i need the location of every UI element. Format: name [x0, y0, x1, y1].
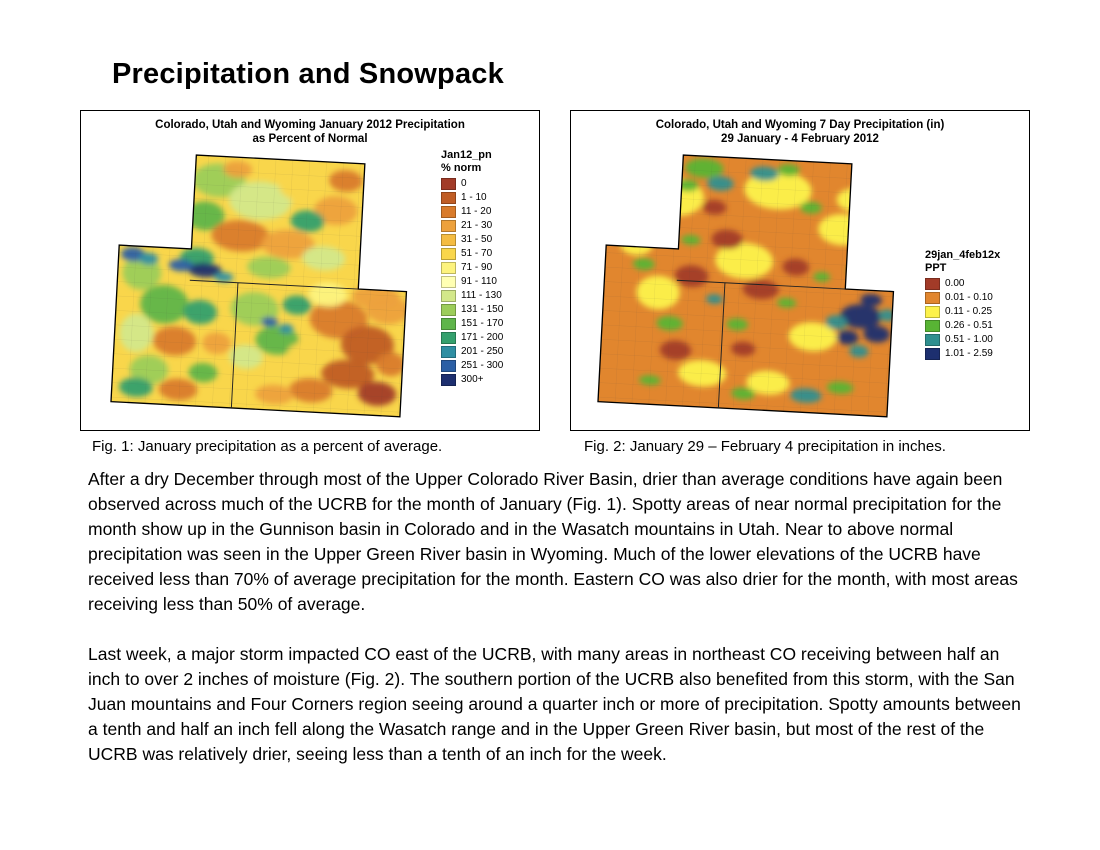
legend-swatch: [925, 319, 940, 332]
figure-2-map: [597, 150, 901, 418]
legend-row: 251 - 300: [441, 359, 533, 372]
figure-1-title: Colorado, Utah and Wyoming January 2012 …: [87, 118, 533, 147]
figure-2-legend-items: 0.00 0.01 - 0.10 0.11 - 0.25 0.26 - 0.51 0.5…: [925, 277, 1023, 360]
legend-label: 0.01 - 0.10: [945, 292, 993, 304]
legend-row: 21 - 30: [441, 219, 533, 232]
legend-swatch: [925, 347, 940, 360]
body-paragraph-1: After a dry December through most of the…: [88, 469, 1018, 614]
legend-swatch: [925, 305, 940, 318]
page-title: Precipitation and Snowpack: [112, 58, 504, 90]
legend-swatch: [441, 373, 456, 386]
figure-2-title: Colorado, Utah and Wyoming 7 Day Precipi…: [577, 118, 1023, 147]
legend-row: 0: [441, 177, 533, 190]
legend-row: 71 - 90: [441, 261, 533, 274]
figure-2: Colorado, Utah and Wyoming 7 Day Precipi…: [570, 110, 1030, 431]
legend-swatch: [441, 219, 456, 232]
legend-swatch: [441, 261, 456, 274]
figure-1-title-line2: as Percent of Normal: [252, 133, 368, 146]
legend-swatch: [441, 331, 456, 344]
legend-label: 171 - 200: [461, 332, 504, 344]
legend-label: 71 - 90: [461, 262, 493, 274]
figure-1-caption: Fig. 1: January precipitation as a perce…: [92, 438, 443, 455]
figure-2-legend: 29jan_4feb12x PPT 0.00 0.01 - 0.10 0.11 - …: [925, 249, 1023, 362]
legend-swatch: [441, 289, 456, 302]
legend-label: 21 - 30: [461, 220, 493, 232]
figure-1-legend: Jan12_pn % norm 0 1 - 10 11 - 20 21 - 30 31 …: [441, 149, 533, 388]
legend-label: 0: [461, 178, 467, 190]
legend-swatch: [441, 345, 456, 358]
legend-label: 0.11 - 0.25: [945, 306, 993, 318]
legend-row: 0.01 - 0.10: [925, 291, 1023, 304]
legend-label: 0.26 - 0.51: [945, 320, 993, 332]
legend-swatch: [441, 205, 456, 218]
figure-1-legend-items: 0 1 - 10 11 - 20 21 - 30 31 - 50 51 - 70 71 - …: [441, 177, 533, 386]
legend-label: 251 - 300: [461, 360, 504, 372]
legend-row: 131 - 150: [441, 303, 533, 316]
legend-label: 151 - 170: [461, 318, 504, 330]
legend-swatch: [441, 275, 456, 288]
legend-swatch: [925, 333, 940, 346]
legend-row: 31 - 50: [441, 233, 533, 246]
legend-swatch: [925, 277, 940, 290]
legend-row: 111 - 130: [441, 289, 533, 302]
legend-row: 0.26 - 0.51: [925, 319, 1023, 332]
legend-swatch: [441, 233, 456, 246]
figure-1-map: [110, 150, 414, 418]
legend-label: 0.51 - 1.00: [945, 334, 993, 346]
legend-row: 0.00: [925, 277, 1023, 290]
legend-label: 1 - 10: [461, 192, 487, 204]
legend-row: 11 - 20: [441, 205, 533, 218]
figure-1-legend-title: Jan12_pn: [441, 148, 492, 161]
figure-1-legend-subtitle: % norm: [441, 161, 482, 174]
legend-row: 0.51 - 1.00: [925, 333, 1023, 346]
legend-label: 300+: [461, 374, 484, 386]
legend-row: 201 - 250: [441, 345, 533, 358]
legend-label: 201 - 250: [461, 346, 504, 358]
figure-2-title-line1: Colorado, Utah and Wyoming 7 Day Precipi…: [655, 119, 945, 131]
figure-2-content: 29jan_4feb12x PPT 0.00 0.01 - 0.10 0.11 - …: [577, 149, 1023, 419]
figure-1-content: Jan12_pn % norm 0 1 - 10 11 - 20 21 - 30 31 …: [87, 149, 533, 419]
legend-label: 0.00: [945, 278, 965, 290]
figure-2-legend-subtitle: PPT: [925, 261, 947, 274]
figure-2-caption: Fig. 2: January 29 – February 4 precipit…: [584, 438, 946, 455]
legend-swatch: [441, 303, 456, 316]
body-text: After a dry December through most of the…: [88, 467, 1024, 792]
legend-row: 0.11 - 0.25: [925, 305, 1023, 318]
legend-swatch: [441, 359, 456, 372]
legend-swatch: [441, 247, 456, 260]
legend-row: 1 - 10: [441, 191, 533, 204]
legend-label: 31 - 50: [461, 234, 493, 246]
legend-row: 91 - 110: [441, 275, 533, 288]
legend-label: 131 - 150: [461, 304, 504, 316]
legend-swatch: [441, 191, 456, 204]
legend-row: 1.01 - 2.59: [925, 347, 1023, 360]
legend-swatch: [441, 177, 456, 190]
figure-1: Colorado, Utah and Wyoming January 2012 …: [80, 110, 540, 431]
legend-row: 151 - 170: [441, 317, 533, 330]
legend-row: 51 - 70: [441, 247, 533, 260]
figure-2-title-line2: 29 January - 4 February 2012: [721, 133, 879, 146]
legend-row: 171 - 200: [441, 331, 533, 344]
legend-swatch: [925, 291, 940, 304]
legend-label: 1.01 - 2.59: [945, 348, 993, 360]
legend-label: 111 - 130: [461, 290, 502, 302]
legend-label: 51 - 70: [461, 248, 493, 260]
legend-label: 11 - 20: [461, 206, 492, 218]
legend-label: 91 - 110: [461, 276, 497, 288]
figure-1-title-line1: Colorado, Utah and Wyoming January 2012 …: [155, 119, 465, 131]
body-paragraph-2: Last week, a major storm impacted CO eas…: [88, 644, 1021, 764]
legend-swatch: [441, 317, 456, 330]
legend-row: 300+: [441, 373, 533, 386]
figure-2-legend-title: 29jan_4feb12x: [925, 248, 1001, 261]
